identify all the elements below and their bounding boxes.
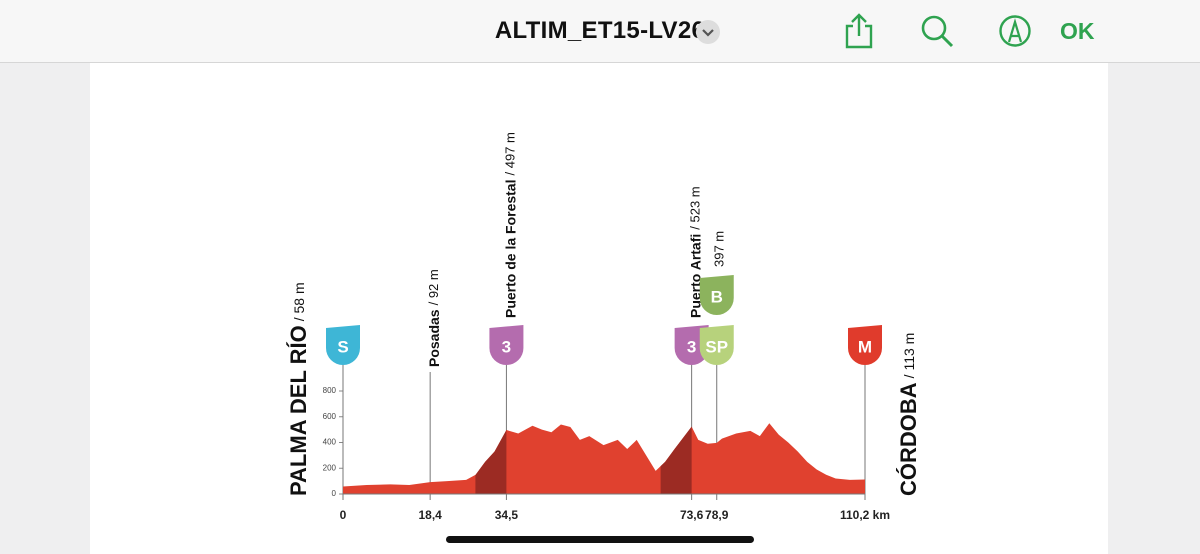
x-tick-label: 18,4 [418,508,442,522]
landmark-elevation: / 497 m [503,132,518,175]
landmark-name: CÓRDOBA [896,382,921,496]
landmark-elevation: 397 m [712,231,727,267]
badge-label: 3 [687,337,696,356]
landmark-elevation: / 58 m [291,282,307,321]
landmark-label: Puerto de la Forestal / 497 m [502,132,518,318]
badge [699,325,734,365]
landmark-label: Posadas / 92 m [426,269,442,367]
x-tick-label: 34,5 [495,508,519,522]
title-menu[interactable] [695,19,721,45]
climb-area [475,430,507,494]
badge-label: B [711,287,723,306]
share-button[interactable] [842,12,876,50]
x-tick-label: 78,9 [705,508,729,522]
y-tick-label: 0 [332,489,337,498]
markup-button[interactable] [998,14,1032,48]
y-tick-label: 400 [323,438,337,447]
landmark-label: PALMA DEL RÍO / 58 m [286,282,311,496]
badge [848,325,882,365]
y-tick-label: 200 [323,463,337,472]
x-tick-label: 73,6 [680,508,704,522]
badge-label: S [337,337,348,356]
climb-area [660,426,692,494]
landmark-name: Posadas [426,309,442,367]
landmark-name: Puerto de la Forestal [502,180,518,318]
badge-label: M [858,337,872,356]
landmark-elevation: / 523 m [688,186,703,229]
toolbar: ALTIM_ET15-LV26 OK [0,0,1200,63]
home-indicator [446,536,754,543]
landmark-label: CÓRDOBA / 113 m [896,333,921,496]
x-tick-label: 0 [340,508,347,522]
badge-label: SP [705,337,728,356]
badge [489,325,524,366]
file-title[interactable]: ALTIM_ET15-LV26 [494,17,706,44]
badge [326,325,360,365]
landmark-label: 397 m [712,231,727,267]
x-tick-label: 110,2 km [840,508,890,522]
landmark-label: Puerto Artafi / 523 m [687,186,703,318]
landmark-name: Puerto Artafi [687,234,703,318]
elevation-area [343,423,865,494]
badge-label: 3 [502,337,511,356]
landmark-elevation: / 113 m [901,333,917,379]
landmark-elevation: / 92 m [427,269,442,305]
y-tick-label: 800 [323,386,337,395]
badge [699,275,734,315]
done-button[interactable]: OK [1060,18,1095,44]
y-tick-label: 600 [323,412,337,421]
search-button[interactable] [919,13,955,49]
landmark-name: PALMA DEL RÍO [286,325,311,496]
